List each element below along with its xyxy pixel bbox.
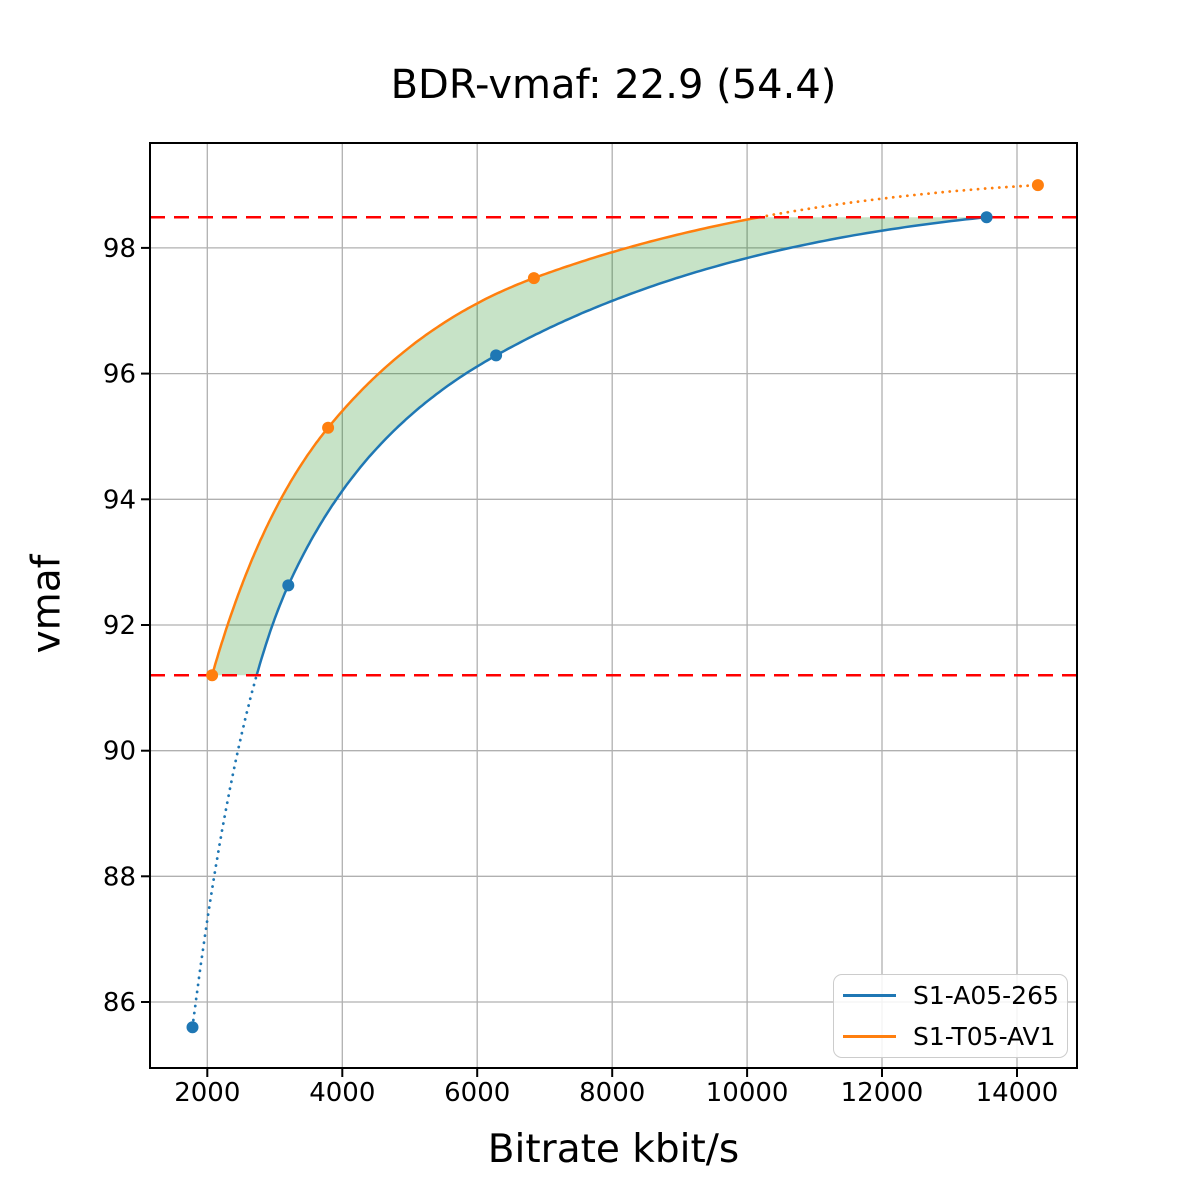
legend: S1-A05-265 S1-T05-AV1 — [833, 974, 1068, 1058]
data-point-marker — [1031, 179, 1044, 192]
y-tick-label: 90 — [103, 737, 136, 767]
x-tick-label: 6000 — [444, 1078, 510, 1108]
legend-item-s1-t05-av1: S1-T05-AV1 — [843, 1016, 1067, 1057]
series-line-dotted-s1-t05-av1 — [758, 183, 1040, 219]
x-tick-label: 14000 — [976, 1078, 1059, 1108]
data-point-marker — [490, 349, 503, 362]
legend-label: S1-A05-265 — [913, 981, 1059, 1010]
y-tick-label: 98 — [103, 234, 136, 264]
y-tick-label: 88 — [103, 862, 136, 892]
bd-shaded-region — [212, 217, 987, 676]
x-tick-label: 10000 — [706, 1078, 789, 1108]
y-tick-label: 92 — [103, 611, 136, 641]
data-point-marker — [322, 421, 335, 434]
x-tick-label: 2000 — [174, 1078, 240, 1108]
data-point-marker — [282, 579, 295, 592]
chart-title: BDR-vmaf: 22.9 (54.4) — [390, 62, 837, 108]
data-point-marker — [980, 211, 993, 224]
legend-item-s1-a05-265: S1-A05-265 — [843, 975, 1067, 1016]
series-line-s1-t05-av1 — [210, 215, 761, 676]
x-tick-label: 4000 — [309, 1078, 375, 1108]
y-tick-label: 94 — [103, 485, 136, 515]
data-point-marker — [186, 1021, 199, 1034]
x-tick-label: 12000 — [841, 1078, 924, 1108]
legend-label: S1-T05-AV1 — [913, 1022, 1056, 1051]
y-tick-label: 96 — [103, 360, 136, 390]
x-axis-label: Bitrate kbit/s — [487, 1127, 740, 1172]
plot-border — [149, 142, 1078, 1069]
y-tick-label: 86 — [103, 988, 136, 1018]
legend-line-swatch-blue — [843, 994, 896, 997]
legend-line-swatch-orange — [843, 1035, 896, 1038]
data-point-marker — [527, 272, 540, 285]
series-line-dotted-s1-a05-265 — [191, 673, 258, 1029]
series-line-s1-a05-265 — [255, 215, 987, 676]
x-tick-label: 8000 — [579, 1078, 645, 1108]
data-point-marker — [206, 669, 219, 682]
